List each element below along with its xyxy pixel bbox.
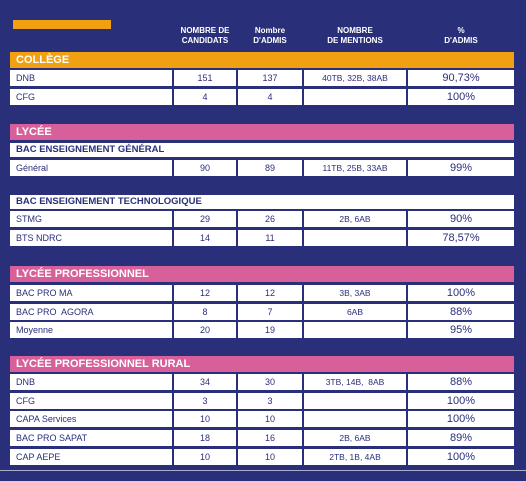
row-pct: 88% [408, 374, 514, 390]
row-pct: 100% [408, 89, 514, 105]
row-admis: 7 [238, 304, 302, 320]
row-label: DNB [10, 374, 172, 390]
row-pct: 88% [408, 304, 514, 320]
row-pct: 90,73% [408, 70, 514, 86]
row-mentions [304, 411, 406, 427]
row-label: DNB [10, 70, 172, 86]
row-pct: 90% [408, 211, 514, 227]
row-candidats: 10 [174, 411, 236, 427]
row-mentions: 11TB, 25B, 33AB [304, 160, 406, 176]
header-mentions: NOMBRE DE MENTIONS [327, 26, 383, 45]
row-label: CFG [10, 393, 172, 409]
table-row: BAC PRO AGORA 8 7 6AB 88% [10, 304, 514, 320]
row-label: BTS NDRC [10, 230, 172, 246]
row-pct: 95% [408, 322, 514, 338]
row-admis: 11 [238, 230, 302, 246]
row-mentions: 2B, 6AB [304, 430, 406, 446]
section-lycee-pro-rural: LYCÉE PROFESSIONNEL RURAL [10, 356, 514, 372]
row-admis: 10 [238, 411, 302, 427]
table-row: CFG 4 4 100% [10, 89, 514, 105]
row-candidats: 4 [174, 89, 236, 105]
table-row: Général 90 89 11TB, 25B, 33AB 99% [10, 160, 514, 176]
row-pct: 100% [408, 449, 514, 465]
table-header: NOMBRE DE CANDIDATS Nombre D'ADMIS NOMBR… [10, 24, 514, 48]
row-pct: 100% [408, 411, 514, 427]
table-row: Moyenne 20 19 95% [10, 322, 514, 338]
row-label: BAC PRO MA [10, 285, 172, 301]
row-admis: 89 [238, 160, 302, 176]
row-candidats: 20 [174, 322, 236, 338]
row-label: CAP AEPE [10, 449, 172, 465]
row-mentions [304, 393, 406, 409]
header-admis: Nombre D'ADMIS [253, 26, 287, 45]
row-mentions: 2B, 6AB [304, 211, 406, 227]
row-mentions: 6AB [304, 304, 406, 320]
row-label: Général [10, 160, 172, 176]
row-label: CFG [10, 89, 172, 105]
section-lycee: LYCÉE [10, 124, 514, 140]
subsection-bac-general: BAC ENSEIGNEMENT GÉNÉRAL [10, 143, 514, 157]
row-candidats: 10 [174, 449, 236, 465]
row-mentions [304, 322, 406, 338]
row-candidats: 151 [174, 70, 236, 86]
table-row: DNB 151 137 40TB, 32B, 38AB 90,73% [10, 70, 514, 86]
row-admis: 4 [238, 89, 302, 105]
row-pct: 99% [408, 160, 514, 176]
row-pct: 100% [408, 285, 514, 301]
table-row: BTS NDRC 14 11 78,57% [10, 230, 514, 246]
row-label: Moyenne [10, 322, 172, 338]
table-row: BAC PRO SAPAT 18 16 2B, 6AB 89% [10, 430, 514, 446]
row-candidats: 29 [174, 211, 236, 227]
row-pct: 78,57% [408, 230, 514, 246]
table-row: STMG 29 26 2B, 6AB 90% [10, 211, 514, 227]
divider [0, 470, 526, 471]
row-mentions: 3B, 3AB [304, 285, 406, 301]
row-mentions [304, 89, 406, 105]
row-candidats: 12 [174, 285, 236, 301]
section-college: COLLÈGE [10, 52, 514, 68]
row-admis: 26 [238, 211, 302, 227]
table-row: CFG 3 3 100% [10, 393, 514, 409]
row-admis: 137 [238, 70, 302, 86]
row-candidats: 14 [174, 230, 236, 246]
row-mentions [304, 230, 406, 246]
row-mentions: 40TB, 32B, 38AB [304, 70, 406, 86]
row-candidats: 90 [174, 160, 236, 176]
table-row: CAP AEPE 10 10 2TB, 1B, 4AB 100% [10, 449, 514, 465]
row-candidats: 34 [174, 374, 236, 390]
table-row: DNB 34 30 3TB, 14B, 8AB 88% [10, 374, 514, 390]
table-row: BAC PRO MA 12 12 3B, 3AB 100% [10, 285, 514, 301]
row-mentions: 3TB, 14B, 8AB [304, 374, 406, 390]
row-label: CAPA Services [10, 411, 172, 427]
header-candidats: NOMBRE DE CANDIDATS [180, 26, 230, 45]
row-admis: 10 [238, 449, 302, 465]
row-pct: 100% [408, 393, 514, 409]
row-pct: 89% [408, 430, 514, 446]
row-admis: 16 [238, 430, 302, 446]
table-row: CAPA Services 10 10 100% [10, 411, 514, 427]
row-label: STMG [10, 211, 172, 227]
row-candidats: 18 [174, 430, 236, 446]
header-pct-admis: % D'ADMIS [444, 26, 478, 45]
section-lycee-pro: LYCÉE PROFESSIONNEL [10, 266, 514, 282]
row-admis: 30 [238, 374, 302, 390]
accent-bar [13, 20, 111, 29]
row-mentions: 2TB, 1B, 4AB [304, 449, 406, 465]
subsection-bac-techno: BAC ENSEIGNEMENT TECHNOLOGIQUE [10, 195, 514, 209]
row-candidats: 3 [174, 393, 236, 409]
row-label: BAC PRO SAPAT [10, 430, 172, 446]
row-label: BAC PRO AGORA [10, 304, 172, 320]
row-admis: 19 [238, 322, 302, 338]
row-admis: 12 [238, 285, 302, 301]
row-admis: 3 [238, 393, 302, 409]
row-candidats: 8 [174, 304, 236, 320]
